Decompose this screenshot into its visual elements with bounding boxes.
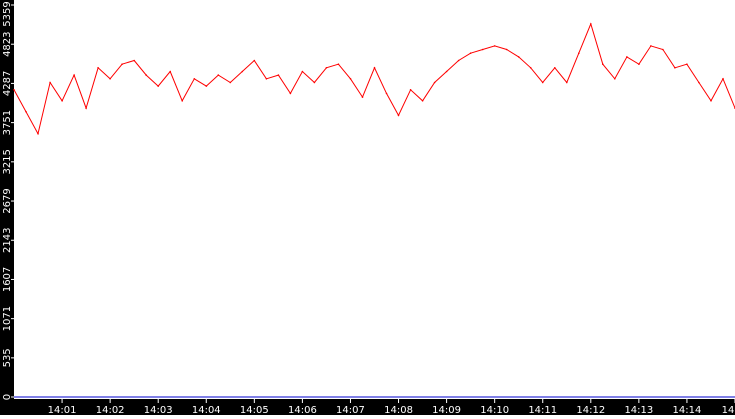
y-tick-label: 4287 — [2, 71, 13, 96]
series-point — [13, 89, 15, 91]
series-point — [722, 78, 724, 80]
series-point — [529, 67, 532, 69]
x-tick-label: 14:04 — [192, 405, 221, 415]
series-point — [517, 56, 520, 58]
x-tick-label: 14:13 — [624, 405, 653, 415]
series-point — [662, 48, 664, 51]
series-point — [638, 63, 640, 65]
series-point — [493, 45, 496, 47]
y-tick-label: 535 — [2, 348, 13, 367]
series-point — [85, 107, 87, 109]
y-tick-label: 2143 — [2, 228, 13, 253]
series-point — [277, 74, 280, 76]
series-point — [578, 52, 580, 54]
series-point — [205, 85, 208, 87]
x-tick-label: 14 — [722, 405, 735, 415]
series-point — [602, 63, 604, 65]
series-point — [541, 81, 544, 84]
series-point — [650, 45, 652, 47]
x-tick-label: 14:08 — [384, 405, 413, 415]
series-point — [193, 78, 196, 80]
x-tick-label: 14:01 — [48, 405, 77, 415]
x-tick-label: 14:14 — [673, 405, 702, 415]
series-line — [13, 22, 735, 136]
series-point — [445, 70, 448, 73]
x-tick-label: 14:06 — [288, 405, 317, 415]
series-point — [614, 78, 616, 80]
series-point — [373, 67, 376, 69]
series-point — [385, 92, 388, 95]
series-point — [361, 96, 364, 98]
series-point — [710, 100, 712, 102]
series-point — [121, 63, 123, 65]
y-tick-label: 1071 — [2, 306, 13, 331]
y-axis: 0 535 1071 1607 2143 2679 3215 3751 4287 4823 5359 — [2, 1, 14, 400]
series-point — [686, 63, 688, 65]
x-tick-label: 14:03 — [144, 405, 173, 415]
series-point — [25, 110, 27, 113]
series-point — [469, 52, 472, 54]
series-point — [253, 59, 256, 62]
y-tick-label: 1607 — [2, 267, 13, 292]
x-tick-label: 14:09 — [432, 405, 461, 415]
series-point — [337, 63, 340, 65]
y-axis-band — [0, 0, 14, 415]
series-point — [169, 70, 171, 73]
series-point — [590, 23, 592, 25]
series-point — [313, 81, 316, 84]
y-tick-label: 0 — [2, 394, 13, 400]
series-point — [409, 89, 412, 91]
series-point — [481, 48, 484, 51]
x-tick-label: 14:07 — [336, 405, 365, 415]
series-point — [505, 48, 508, 51]
series-point — [698, 81, 700, 84]
series-point — [229, 81, 232, 84]
x-tick-label: 14:12 — [576, 405, 605, 415]
series-point — [49, 81, 51, 84]
y-tick-label: 3215 — [2, 149, 13, 174]
series-point — [457, 59, 460, 62]
x-axis-band — [0, 399, 735, 415]
y-tick-label: 2679 — [2, 188, 13, 213]
series-point — [61, 100, 63, 102]
series-point — [554, 67, 556, 69]
y-tick-label: 4823 — [2, 31, 13, 56]
series-point — [349, 78, 352, 80]
x-axis: 14:01 14:02 14:03 14:04 14:05 14:06 14:07 14:08… — [48, 399, 735, 416]
series-point — [97, 67, 99, 69]
series-point — [433, 81, 436, 84]
series-point — [421, 100, 424, 102]
series-point — [217, 74, 220, 76]
x-tick-label: 14:02 — [96, 405, 125, 415]
series-point — [157, 85, 159, 87]
x-tick-label: 14:05 — [240, 405, 269, 415]
y-tick-label: 5359 — [2, 1, 13, 26]
series-point — [145, 74, 147, 76]
x-tick-label: 14:10 — [480, 405, 509, 415]
series-point — [325, 67, 328, 69]
series-point — [397, 114, 400, 117]
series-point — [109, 78, 111, 80]
series-point — [181, 100, 183, 102]
series-point — [289, 92, 292, 95]
series-point — [674, 67, 676, 69]
series-point — [133, 59, 135, 62]
x-tick-label: 14:11 — [528, 405, 557, 415]
series-point — [37, 132, 39, 135]
plot-area — [13, 22, 735, 136]
series-point — [73, 74, 75, 76]
series-point — [626, 56, 628, 58]
y-tick-label: 3751 — [2, 110, 13, 135]
series-point — [566, 81, 568, 84]
series-point — [265, 78, 268, 80]
series-point — [241, 70, 244, 73]
series-point — [301, 70, 304, 73]
